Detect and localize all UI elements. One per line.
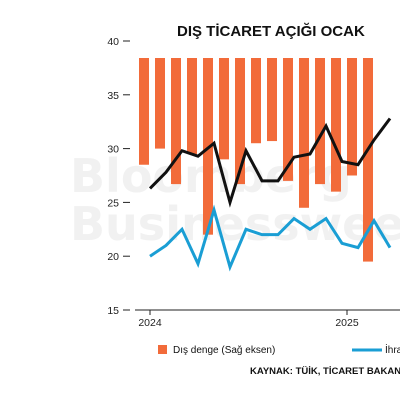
x-axis: 2024 2025 (138, 310, 359, 329)
bar (235, 58, 245, 185)
y-tick-label: 25 (107, 197, 119, 209)
bar (219, 58, 229, 160)
y-tick-label: 30 (107, 144, 119, 156)
watermark-line-2: Businessweek (70, 197, 400, 251)
y-axis: 15 20 25 30 35 40 (107, 36, 130, 317)
x-tick-label: 2024 (138, 317, 162, 329)
legend-label-export: İhra (385, 343, 400, 356)
source-note: KAYNAK: TÜİK, TİCARET BAKANI (250, 366, 400, 377)
bar (283, 58, 293, 181)
bar (251, 58, 261, 144)
import-line (148, 117, 392, 208)
legend: Dış denge (Sağ eksen) İhra (158, 343, 400, 356)
bar (347, 58, 357, 176)
y-tick-label: 15 (107, 305, 119, 317)
bar (187, 58, 197, 154)
chart-title: DIŞ TİCARET AÇIĞI OCAK (177, 22, 365, 40)
bar (299, 58, 309, 208)
bar (267, 58, 277, 142)
x-tick-label: 2025 (335, 317, 359, 329)
legend-swatch-bars (158, 345, 167, 354)
bar (139, 58, 149, 165)
bar (315, 58, 325, 185)
y-tick-label: 35 (107, 90, 119, 102)
y-tick-label: 20 (107, 251, 119, 263)
line-series (148, 117, 392, 272)
bar (171, 58, 181, 185)
bar (363, 58, 373, 262)
export-line (149, 204, 392, 272)
legend-label-bars: Dış denge (Sağ eksen) (173, 345, 275, 356)
bar (331, 58, 341, 192)
y-tick-label: 40 (107, 36, 119, 48)
bar (155, 58, 165, 149)
